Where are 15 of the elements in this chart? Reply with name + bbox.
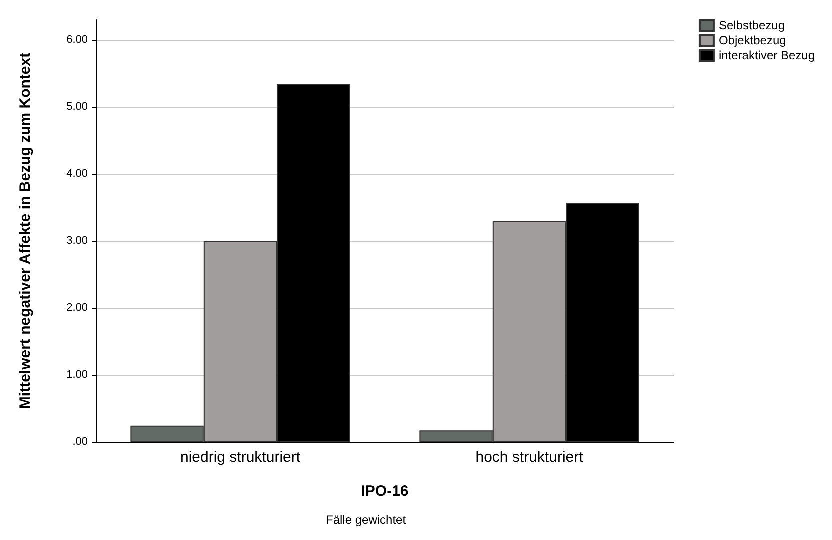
y-tick-label: 5.00 xyxy=(66,101,88,114)
text: Fälle gewichtet xyxy=(326,513,407,527)
y-tick-label: 1.00 xyxy=(66,369,88,382)
y-tick-label: 4.00 xyxy=(66,168,88,180)
y-tick-label: 3.00 xyxy=(66,235,88,248)
y-tick-label: 2.00 xyxy=(66,302,88,314)
x-tick-label: niedrig strukturiert xyxy=(180,449,302,466)
y-tick-label: 6.00 xyxy=(66,34,88,46)
y-axis-title: Mittelwert negativer Affekte in Bezug zum Kontext xyxy=(17,52,34,410)
x-tick-label: hoch strukturiert xyxy=(476,449,584,466)
legend-label: Selbstbezug xyxy=(718,18,785,32)
y-tick-label: .00 xyxy=(72,436,88,448)
x-axis-title: IPO-16 xyxy=(361,483,409,500)
legend-label: interaktiver Bezug xyxy=(718,48,815,62)
legend-label: Objektbezug xyxy=(718,34,786,48)
